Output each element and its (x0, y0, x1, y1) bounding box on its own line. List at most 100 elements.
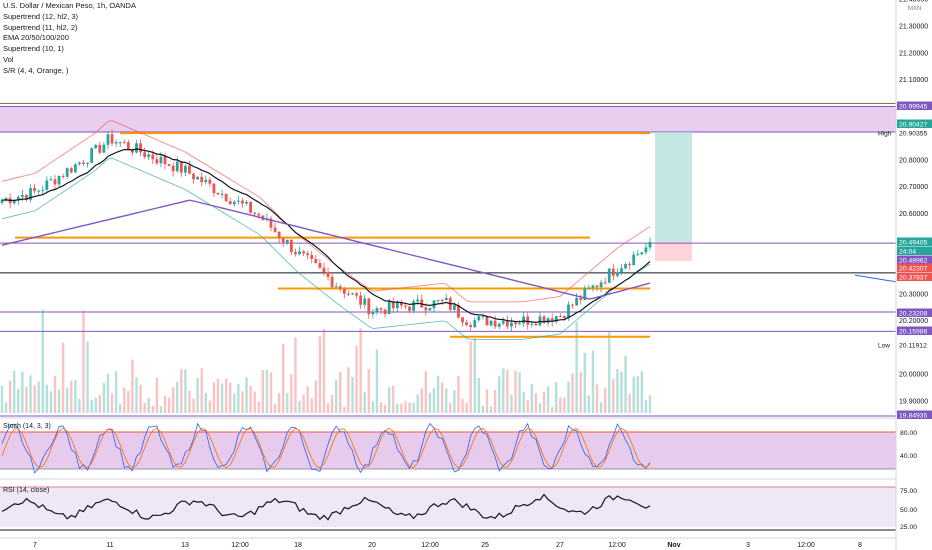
candle-body (82, 162, 85, 164)
candle-body (526, 316, 530, 325)
price-label-bg (897, 263, 932, 272)
price-label-bg (897, 255, 932, 264)
candle-body (49, 179, 53, 181)
volume-bar (298, 400, 301, 413)
volume-bar (375, 349, 379, 413)
volume-bar (184, 369, 187, 413)
candle-body (575, 298, 579, 306)
rsi-band (0, 487, 896, 527)
candle-body (232, 201, 236, 205)
volume-bar (159, 405, 163, 413)
candle-body (473, 320, 477, 328)
candle-body (465, 322, 469, 326)
candle-body (220, 193, 224, 195)
candle-body (583, 288, 587, 300)
candle-body (391, 301, 395, 309)
volume-bar (106, 373, 110, 413)
time-axis: 7 11 13 12:00 18 20 12:00 25 27 12:00 Nov 3 12:00 8 (0, 537, 896, 549)
volume-bar (498, 376, 501, 413)
volume-bar (241, 391, 244, 413)
rsi-line (1, 493, 651, 521)
volume-bar (78, 398, 81, 413)
price-label: 20.42307 (899, 266, 928, 273)
time-tick-label: 12:00 (231, 542, 249, 549)
volume-bar (90, 399, 93, 413)
position-target-box (655, 131, 692, 242)
volume-bar (599, 402, 603, 413)
indicator-ema[interactable]: EMA 20/50/100/200 (3, 33, 69, 43)
volume-bar (224, 378, 228, 413)
price-tick-label: 20.20000 (899, 318, 928, 325)
candle-body (395, 302, 399, 309)
indicator-vol[interactable]: Vol (3, 54, 14, 64)
volume-bar (135, 377, 138, 413)
candle-body (306, 253, 310, 256)
volume-bar (428, 392, 432, 413)
stoch-title: Stoch (14, 3, 3) (3, 423, 51, 430)
volume-bar (322, 328, 326, 413)
candle-body (607, 268, 611, 283)
candle-body (599, 282, 603, 288)
stoch-tick: 40.00 (900, 453, 917, 460)
volume-bar (453, 390, 456, 413)
volume-bar (343, 406, 346, 413)
candle-body (25, 195, 28, 200)
candle-body (367, 298, 371, 315)
volume-bar (114, 371, 118, 413)
candle-body (228, 201, 232, 205)
stoch-k-line (1, 422, 651, 474)
volume-bar (237, 384, 240, 413)
volume-bar (261, 370, 265, 413)
candle-body (41, 189, 45, 191)
volume-bar (473, 338, 476, 413)
volume-bar (367, 369, 370, 413)
indicator-sr[interactable]: S/R (4, 4, Orange, ) (3, 65, 69, 75)
candle-body (648, 241, 652, 248)
indicator-supertrend-3[interactable]: Supertrend (10, 1) (3, 44, 64, 54)
candle-body (603, 282, 607, 284)
ema-long-line (1, 199, 651, 300)
candle-body (571, 304, 574, 306)
candle-body (457, 305, 460, 318)
candle-body (477, 316, 481, 321)
volume-bar (440, 382, 444, 413)
candle-body (257, 213, 261, 216)
stoch-d-line (1, 427, 651, 469)
candle-body (611, 268, 615, 276)
candle-body (428, 308, 432, 311)
indicator-supertrend-1[interactable]: Supertrend (12, hl2, 3) (3, 11, 79, 21)
volume-bar (61, 342, 65, 413)
volume-bar (595, 384, 599, 413)
candle-body (159, 156, 163, 164)
volume-bar (461, 398, 464, 413)
volume-bar (485, 389, 489, 413)
volume-bar (546, 386, 550, 413)
indicator-supertrend-2[interactable]: Supertrend (11, hl2, 2) (3, 22, 78, 32)
candle-body (497, 323, 501, 327)
price-tick-label: 20.70000 (899, 184, 928, 191)
rsi-tick: 50.00 (900, 507, 917, 514)
candle-body (505, 320, 509, 327)
volume-bar (171, 387, 175, 413)
volume-bar (208, 400, 212, 413)
candle-body (558, 316, 562, 318)
volume-bar (612, 378, 615, 413)
volume-bar (102, 383, 106, 413)
volume-bar (123, 387, 126, 413)
candle-body (534, 323, 538, 326)
volume-bar (163, 395, 167, 413)
candle-body (567, 304, 570, 319)
volume-bar (542, 391, 546, 413)
volume-bar (628, 393, 631, 413)
trend-ray (854, 274, 897, 283)
candle-body (289, 239, 293, 253)
candle-body (493, 320, 497, 327)
volume-bar (620, 371, 623, 413)
candle-body (554, 316, 558, 322)
volume-bar (396, 403, 399, 413)
rsi-tick: 75.00 (900, 488, 917, 495)
candle-body (595, 285, 599, 288)
candle-body (632, 254, 636, 266)
time-tick-label: 20 (368, 542, 376, 549)
